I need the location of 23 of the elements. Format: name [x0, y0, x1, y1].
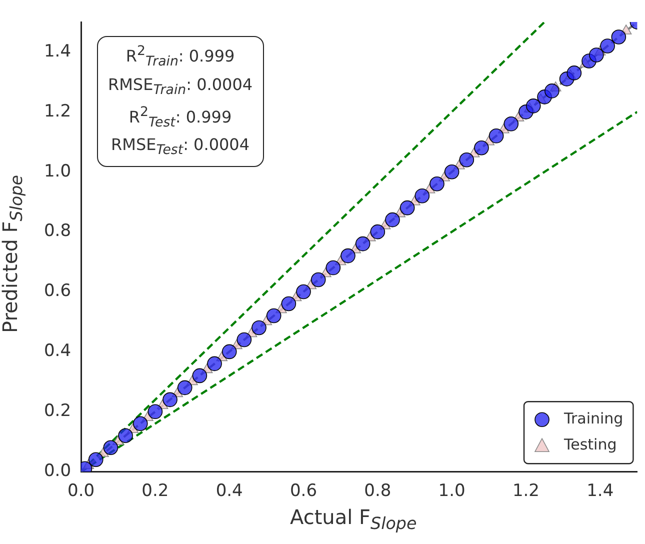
y-tick-label: 0.2: [44, 401, 72, 422]
legend-label: Testing: [563, 435, 617, 454]
x-tick-label: 0.0: [68, 481, 95, 502]
annotation: RMSE$_{Train}$: 0.0004: [108, 74, 253, 100]
x-tick-label: 1.2: [512, 481, 540, 502]
y-tick-label: 1.2: [44, 101, 72, 122]
y-tick-label: 0.0: [44, 461, 72, 482]
y-tick-label: 1.0: [44, 161, 72, 182]
x-tick-label: 0.8: [364, 481, 392, 502]
annotation: R$^{2}$$_{Train}$: 0.999: [124, 43, 236, 72]
y-tick-label: 0.6: [44, 281, 72, 302]
y-tick-label: 1.4: [44, 41, 72, 62]
x-tick-label: 0.2: [142, 481, 169, 502]
annotation: RMSE$_{Test}$: 0.0004: [110, 134, 251, 160]
x-axis-title: Actual F$_{Slope}$: [290, 505, 417, 533]
y-tick-label: 0.8: [44, 221, 72, 242]
x-tick-label: 1.4: [586, 481, 614, 502]
x-tick-label: 0.4: [216, 481, 243, 502]
y-tick-label: 0.4: [44, 341, 72, 362]
x-tick-label: 0.6: [290, 481, 318, 502]
x-tick-label: 1.0: [438, 481, 466, 502]
legend-label: Training: [563, 409, 624, 428]
annotation: R$^{2}$$_{Test}$: 0.999: [128, 104, 233, 132]
